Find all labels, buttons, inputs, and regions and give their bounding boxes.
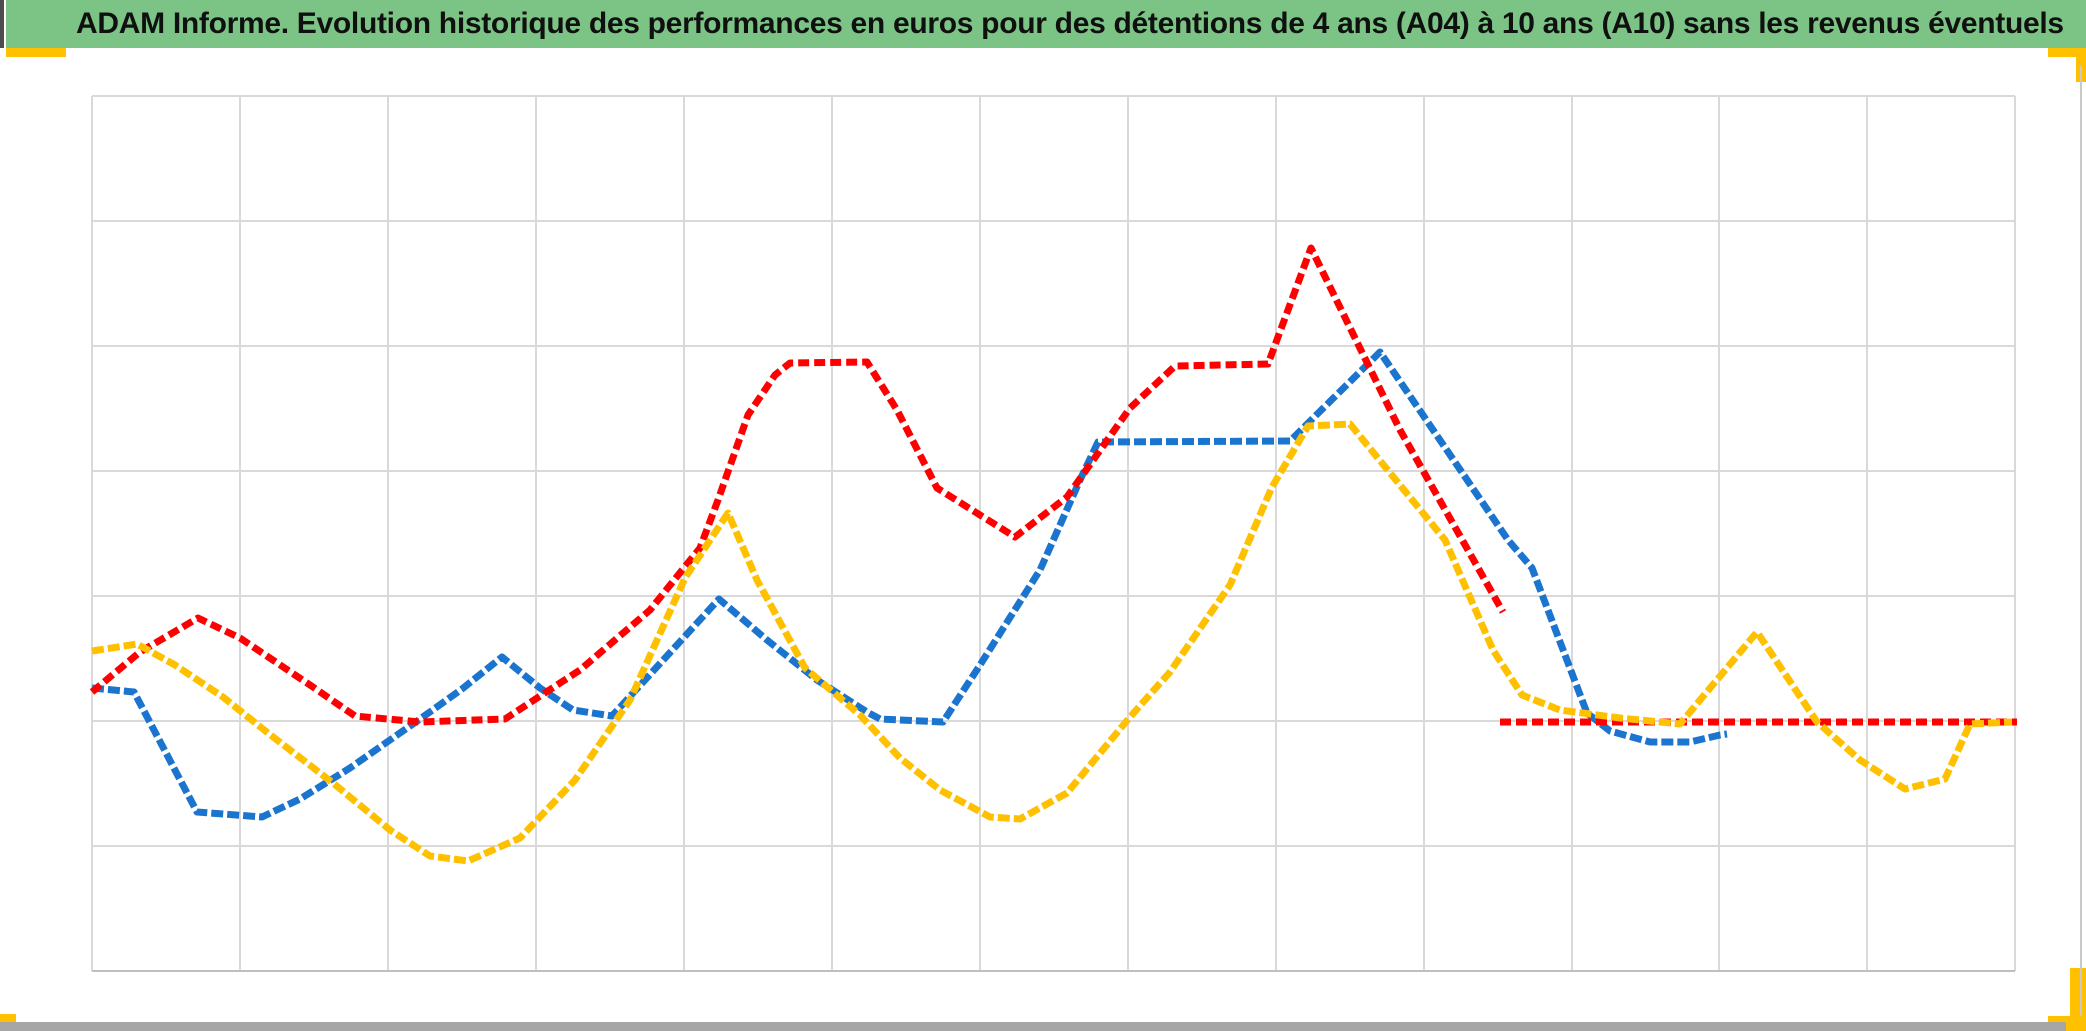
yellow-series [91,420,2013,865]
corner-marker-bottom-right-vertical [2070,968,2086,1031]
horizontal-scrollbar-track[interactable] [0,1022,2066,1031]
chart-canvas [89,95,2017,972]
corner-marker-top-left [6,48,66,57]
window-edge-decoration [0,0,4,48]
blue-series [91,348,1728,821]
page-title: ADAM Informe. Evolution historique des p… [76,7,2064,40]
corner-marker-top-right [2048,48,2086,57]
red-series [89,244,1507,726]
chart-right-border [2080,66,2082,1016]
title-bar: ADAM Informe. Evolution historique des p… [6,0,2086,48]
performance-chart[interactable] [0,48,2086,1022]
corner-marker-top-right-vertical [2076,48,2086,82]
